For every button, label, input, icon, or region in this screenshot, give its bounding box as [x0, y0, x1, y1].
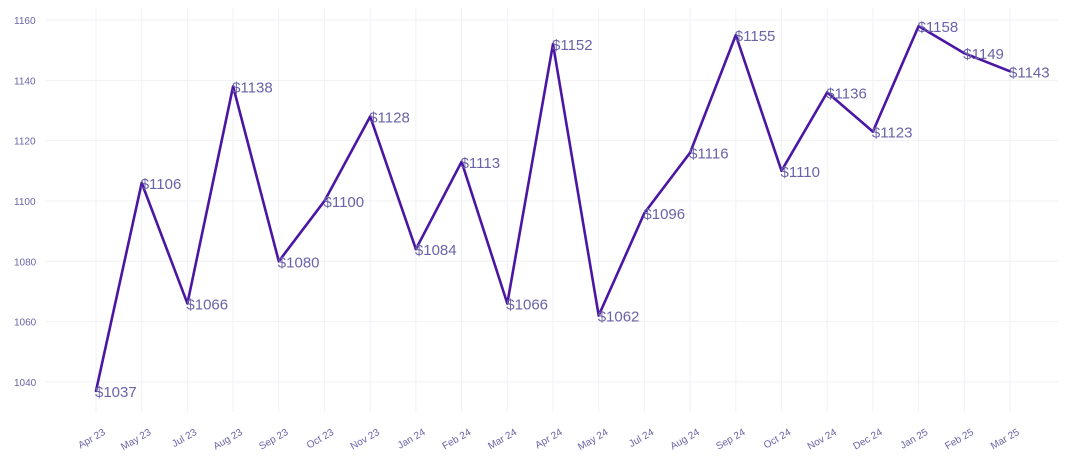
data-point: [186, 302, 189, 305]
x-tick-label: Sep 23: [257, 427, 290, 453]
x-tick-label: Sep 24: [714, 427, 747, 453]
x-axis: Apr 23 May 23 Jul 23 Aug 23 Sep 23 Oct 23 Nov …: [76, 427, 1021, 453]
data-label: $1037: [95, 384, 137, 401]
data-point: [369, 115, 372, 118]
series-layer: [94, 24, 1012, 393]
data-label: $1066: [506, 296, 548, 313]
data-point: [688, 151, 692, 154]
data-point: [323, 199, 326, 203]
data-labels: $1037 $1106 $1066 $1138 $1080 $1100 $1128 $1084…: [95, 19, 1050, 401]
data-point: [1008, 70, 1012, 73]
data-label: $1158: [918, 19, 959, 36]
y-tick-label: 1120: [14, 137, 36, 148]
x-tick-label: Mar 24: [486, 427, 519, 452]
x-tick-label: Jan 24: [396, 427, 428, 452]
data-label: $1080: [278, 254, 320, 271]
x-tick-label: Mar 25: [989, 427, 1022, 452]
data-point: [506, 302, 509, 305]
x-tick-label: Oct 23: [305, 427, 336, 451]
x-tick-label: Oct 24: [762, 427, 793, 451]
grid-layer: [45, 8, 1058, 412]
data-point: [780, 169, 783, 173]
data-label: $1116: [689, 146, 729, 163]
y-tick-label: 1040: [14, 378, 37, 389]
data-point: [460, 160, 463, 163]
x-tick-label: Apr 23: [76, 427, 107, 451]
y-axis: 1040 1060 1080 1100 1120 1140 1160: [14, 16, 37, 389]
data-point: [94, 389, 98, 393]
x-tick-label: Jan 25: [899, 427, 931, 452]
y-tick-label: 1100: [14, 197, 36, 208]
data-point: [597, 314, 600, 317]
data-point: [643, 211, 646, 215]
data-label: $1136: [826, 85, 867, 102]
data-point: [917, 24, 920, 28]
x-tick-label: Jul 23: [170, 427, 199, 450]
y-tick-label: 1160: [14, 16, 36, 27]
data-label: $1084: [415, 242, 457, 259]
data-label: $1155: [735, 28, 776, 45]
x-tick-label: Aug 24: [669, 427, 702, 453]
data-point: [734, 33, 737, 37]
data-point: [277, 260, 280, 263]
data-label: $1149: [963, 46, 1004, 63]
data-point: [871, 130, 875, 133]
data-label: $1123: [872, 125, 913, 142]
x-tick-label: May 24: [576, 427, 610, 453]
data-point: [140, 181, 143, 185]
data-label: $1106: [141, 176, 182, 193]
data-label: $1152: [552, 37, 593, 54]
data-point: [231, 85, 235, 88]
data-label: $1096: [643, 206, 685, 223]
data-label: $1128: [369, 110, 410, 127]
x-tick-label: Dec 24: [851, 427, 884, 453]
x-tick-label: Aug 23: [212, 427, 245, 453]
x-tick-label: Nov 23: [349, 427, 382, 453]
y-tick-label: 1060: [14, 318, 37, 329]
x-tick-label: Feb 25: [943, 427, 976, 452]
data-label: $1113: [461, 155, 501, 172]
data-label: $1138: [232, 79, 273, 96]
data-point: [826, 91, 829, 94]
data-point: [963, 52, 966, 55]
data-label: $1062: [598, 309, 640, 326]
x-tick-label: May 23: [119, 427, 153, 453]
data-label: $1100: [324, 194, 365, 211]
data-label: $1110: [781, 164, 821, 181]
x-tick-label: Feb 24: [441, 427, 474, 452]
data-label: $1143: [1009, 64, 1050, 81]
x-tick-label: Nov 24: [806, 427, 839, 453]
y-tick-label: 1080: [14, 257, 37, 268]
x-tick-label: Jul 24: [627, 427, 656, 450]
data-point: [551, 42, 555, 46]
y-tick-label: 1140: [14, 76, 36, 87]
data-label: $1066: [186, 296, 228, 313]
x-tick-label: Apr 24: [533, 427, 564, 451]
data-point: [414, 247, 418, 251]
